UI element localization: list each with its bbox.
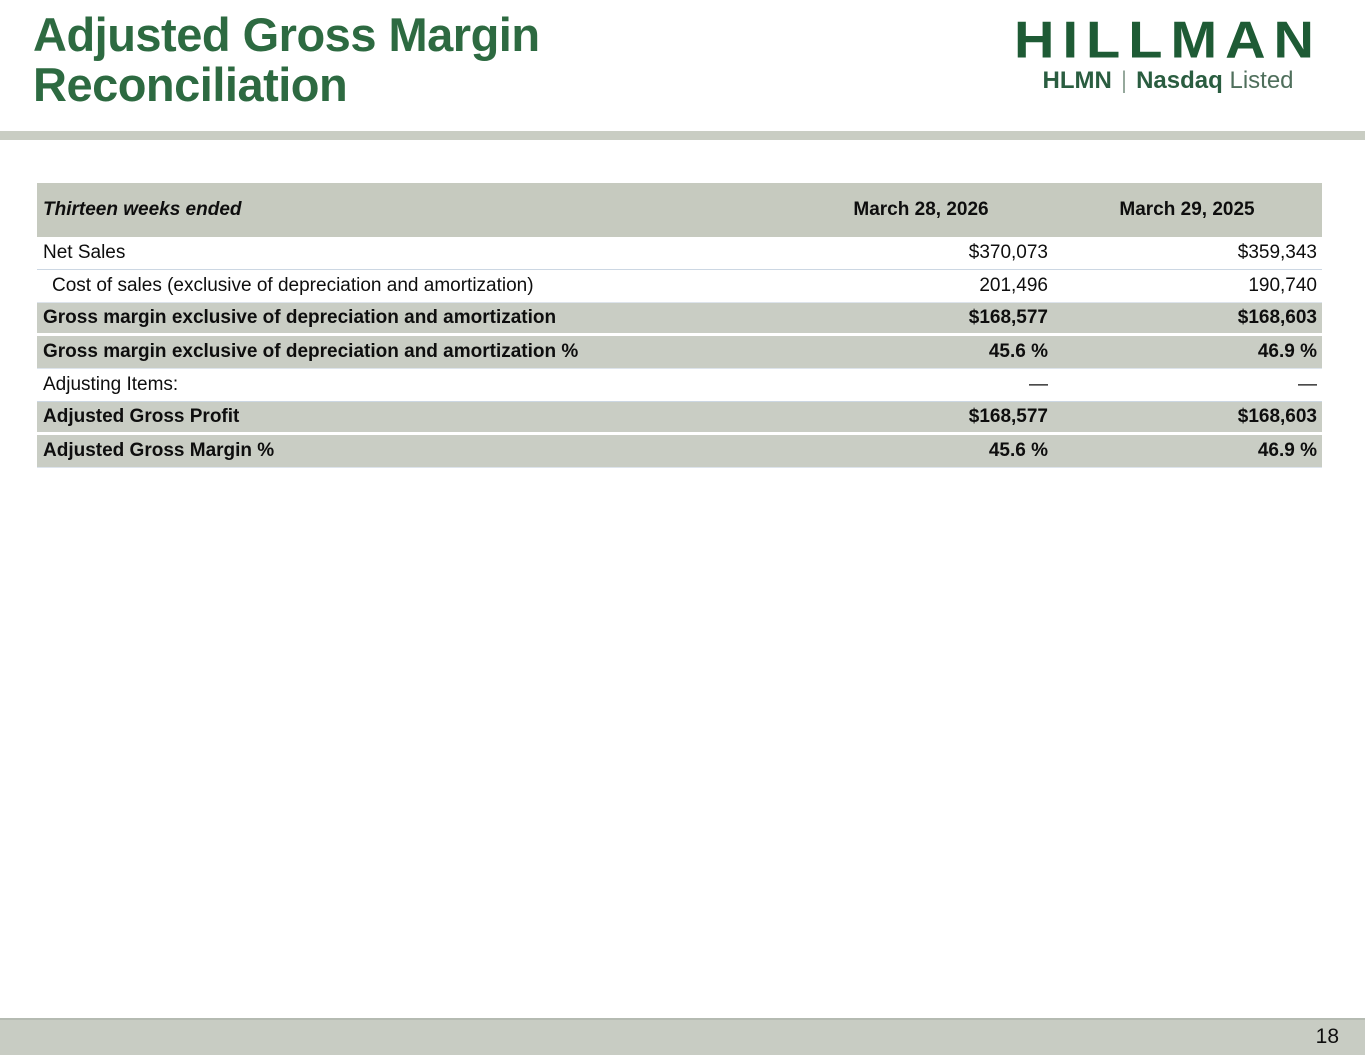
page-title-line2: Reconciliation	[33, 58, 348, 111]
value-2025: —	[1298, 374, 1317, 395]
footer-bar: 18	[0, 1018, 1365, 1055]
value-2026: 45.6 %	[988, 341, 1048, 362]
page-title-line1: Adjusted Gross Margin	[33, 8, 540, 61]
page-title: Adjusted Gross Margin Reconciliation	[33, 10, 540, 110]
value-2026: 201,496	[979, 275, 1048, 296]
reconciliation-table: Thirteen weeks ended March 28, 2026 Marc…	[37, 183, 1322, 468]
table-header-label: Thirteen weeks ended	[43, 199, 242, 220]
row-label: Adjusted Gross Profit	[43, 406, 240, 427]
table-row-gross-margin-pct: Gross margin exclusive of depreciation a…	[37, 336, 1322, 369]
value-2026: —	[1029, 374, 1048, 395]
hillman-logo: HILLMAN HLMN | Nasdaq Listed	[1014, 10, 1322, 95]
row-label: Adjusted Gross Margin %	[43, 440, 275, 461]
value-2025: 46.9 %	[1257, 341, 1317, 362]
table-row-net-sales: Net Sales $370,073 $359,343	[37, 237, 1322, 270]
value-2026: $168,577	[968, 307, 1048, 328]
logo-tagline: HLMN | Nasdaq Listed	[1014, 67, 1322, 95]
value-2026: $168,577	[968, 406, 1048, 427]
value-2026: $370,073	[968, 242, 1048, 263]
value-2025: $359,343	[1237, 242, 1317, 263]
row-label: Adjusting Items:	[43, 374, 179, 395]
table-row-adjusting-items: Adjusting Items: — —	[37, 369, 1322, 402]
tagline-separator: |	[1120, 67, 1128, 94]
row-label: Net Sales	[43, 242, 126, 263]
table-header-col-2025: March 29, 2025	[1119, 199, 1255, 220]
table-row-cost-of-sales: Cost of sales (exclusive of depreciation…	[37, 270, 1322, 303]
ticker-symbol: HLMN	[1042, 67, 1112, 94]
row-label: Gross margin exclusive of depreciation a…	[43, 341, 579, 362]
table-row-adjusted-gross-margin-pct: Adjusted Gross Margin % 45.6 % 46.9 %	[37, 435, 1322, 468]
value-2025: 190,740	[1248, 275, 1317, 296]
exchange-name: Nasdaq	[1136, 67, 1223, 94]
table-header-row: Thirteen weeks ended March 28, 2026 Marc…	[37, 183, 1322, 237]
page-number: 18	[1315, 1025, 1339, 1048]
table-row-adjusted-gross-profit: Adjusted Gross Profit $168,577 $168,603	[37, 402, 1322, 435]
table-row-gross-margin: Gross margin exclusive of depreciation a…	[37, 303, 1322, 336]
hillman-wordmark: HILLMAN	[1014, 10, 1322, 69]
value-2025: 46.9 %	[1257, 440, 1317, 461]
value-2026: 45.6 %	[988, 440, 1048, 461]
table-header-col-2026: March 28, 2026	[853, 199, 989, 220]
value-2025: $168,603	[1237, 307, 1317, 328]
row-label: Gross margin exclusive of depreciation a…	[43, 307, 557, 328]
listed-label: Listed	[1229, 67, 1294, 94]
value-2025: $168,603	[1237, 406, 1317, 427]
row-label: Cost of sales (exclusive of depreciation…	[52, 275, 534, 296]
header-divider-bar	[0, 131, 1365, 140]
